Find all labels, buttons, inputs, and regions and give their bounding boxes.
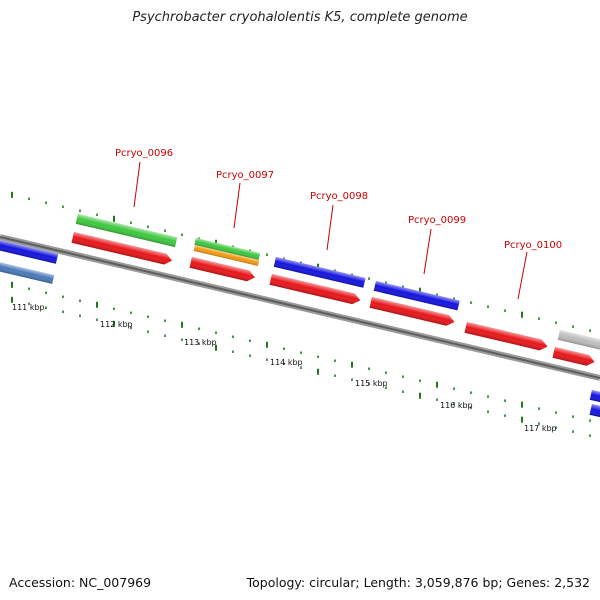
gene-feature-green[interactable] (75, 214, 178, 248)
gene-features (0, 214, 600, 420)
gene-label-pcryo-0100[interactable]: Pcryo_0100 (504, 240, 562, 251)
gene-feature-blue[interactable] (0, 238, 59, 264)
gene-feature-orange[interactable] (193, 245, 260, 266)
gene-leader-line (326, 204, 334, 251)
kbp-label: 114 kbp (270, 358, 303, 367)
kbp-label: 116 kbp (440, 401, 473, 410)
accession-label: Accession: NC_007969 (9, 575, 152, 590)
kbp-label: 111 kbp (12, 303, 45, 312)
cds-feature-red[interactable] (189, 257, 256, 283)
gene-feature-blue[interactable] (589, 404, 600, 420)
gene-label-pcryo-0098[interactable]: Pcryo_0098 (310, 191, 368, 202)
gene-label-pcryo-0097[interactable]: Pcryo_0097 (216, 170, 274, 181)
gene-label-pcryo-0096[interactable]: Pcryo_0096 (115, 148, 173, 159)
kbp-label: 117 kbp (524, 424, 557, 433)
kbp-label: 115 kbp (355, 379, 388, 388)
cds-feature-red[interactable] (369, 297, 455, 327)
cds-feature-red[interactable] (464, 322, 548, 352)
gene-feature-blue[interactable] (589, 390, 600, 405)
kbp-axis-labels: 111 kbp 112 kbp 113 kbp 114 kbp 115 kbp 116 k… (12, 303, 557, 433)
gene-leader-line (133, 161, 141, 208)
kbp-label: 113 kbp (184, 338, 217, 347)
kbp-label: 112 kbp (100, 320, 133, 329)
map-title: Psychrobacter cryohalolentis K5, complet… (132, 10, 468, 25)
cds-feature-red[interactable] (269, 274, 361, 306)
gene-leader-line (517, 251, 528, 300)
genome-summary: Topology: circular; Length: 3,059,876 bp… (246, 575, 590, 590)
gene-feature-steelblue[interactable] (0, 260, 55, 284)
cds-feature-red[interactable] (552, 347, 595, 367)
gene-feature-gray[interactable] (557, 330, 600, 354)
cds-feature-red[interactable] (71, 232, 173, 266)
gene-labels: Pcryo_0096 Pcryo_0097 Pcryo_0098 Pcryo_0099… (115, 148, 562, 300)
gene-feature-blue[interactable] (373, 281, 460, 311)
gene-leader-line (423, 228, 432, 275)
gene-leader-line (233, 182, 241, 229)
gene-feature-green[interactable] (194, 238, 261, 260)
gene-feature-blue[interactable] (273, 257, 366, 288)
genome-backbone (0, 234, 600, 381)
tick-marks (11, 191, 591, 437)
gene-label-pcryo-0099[interactable]: Pcryo_0099 (408, 215, 466, 226)
